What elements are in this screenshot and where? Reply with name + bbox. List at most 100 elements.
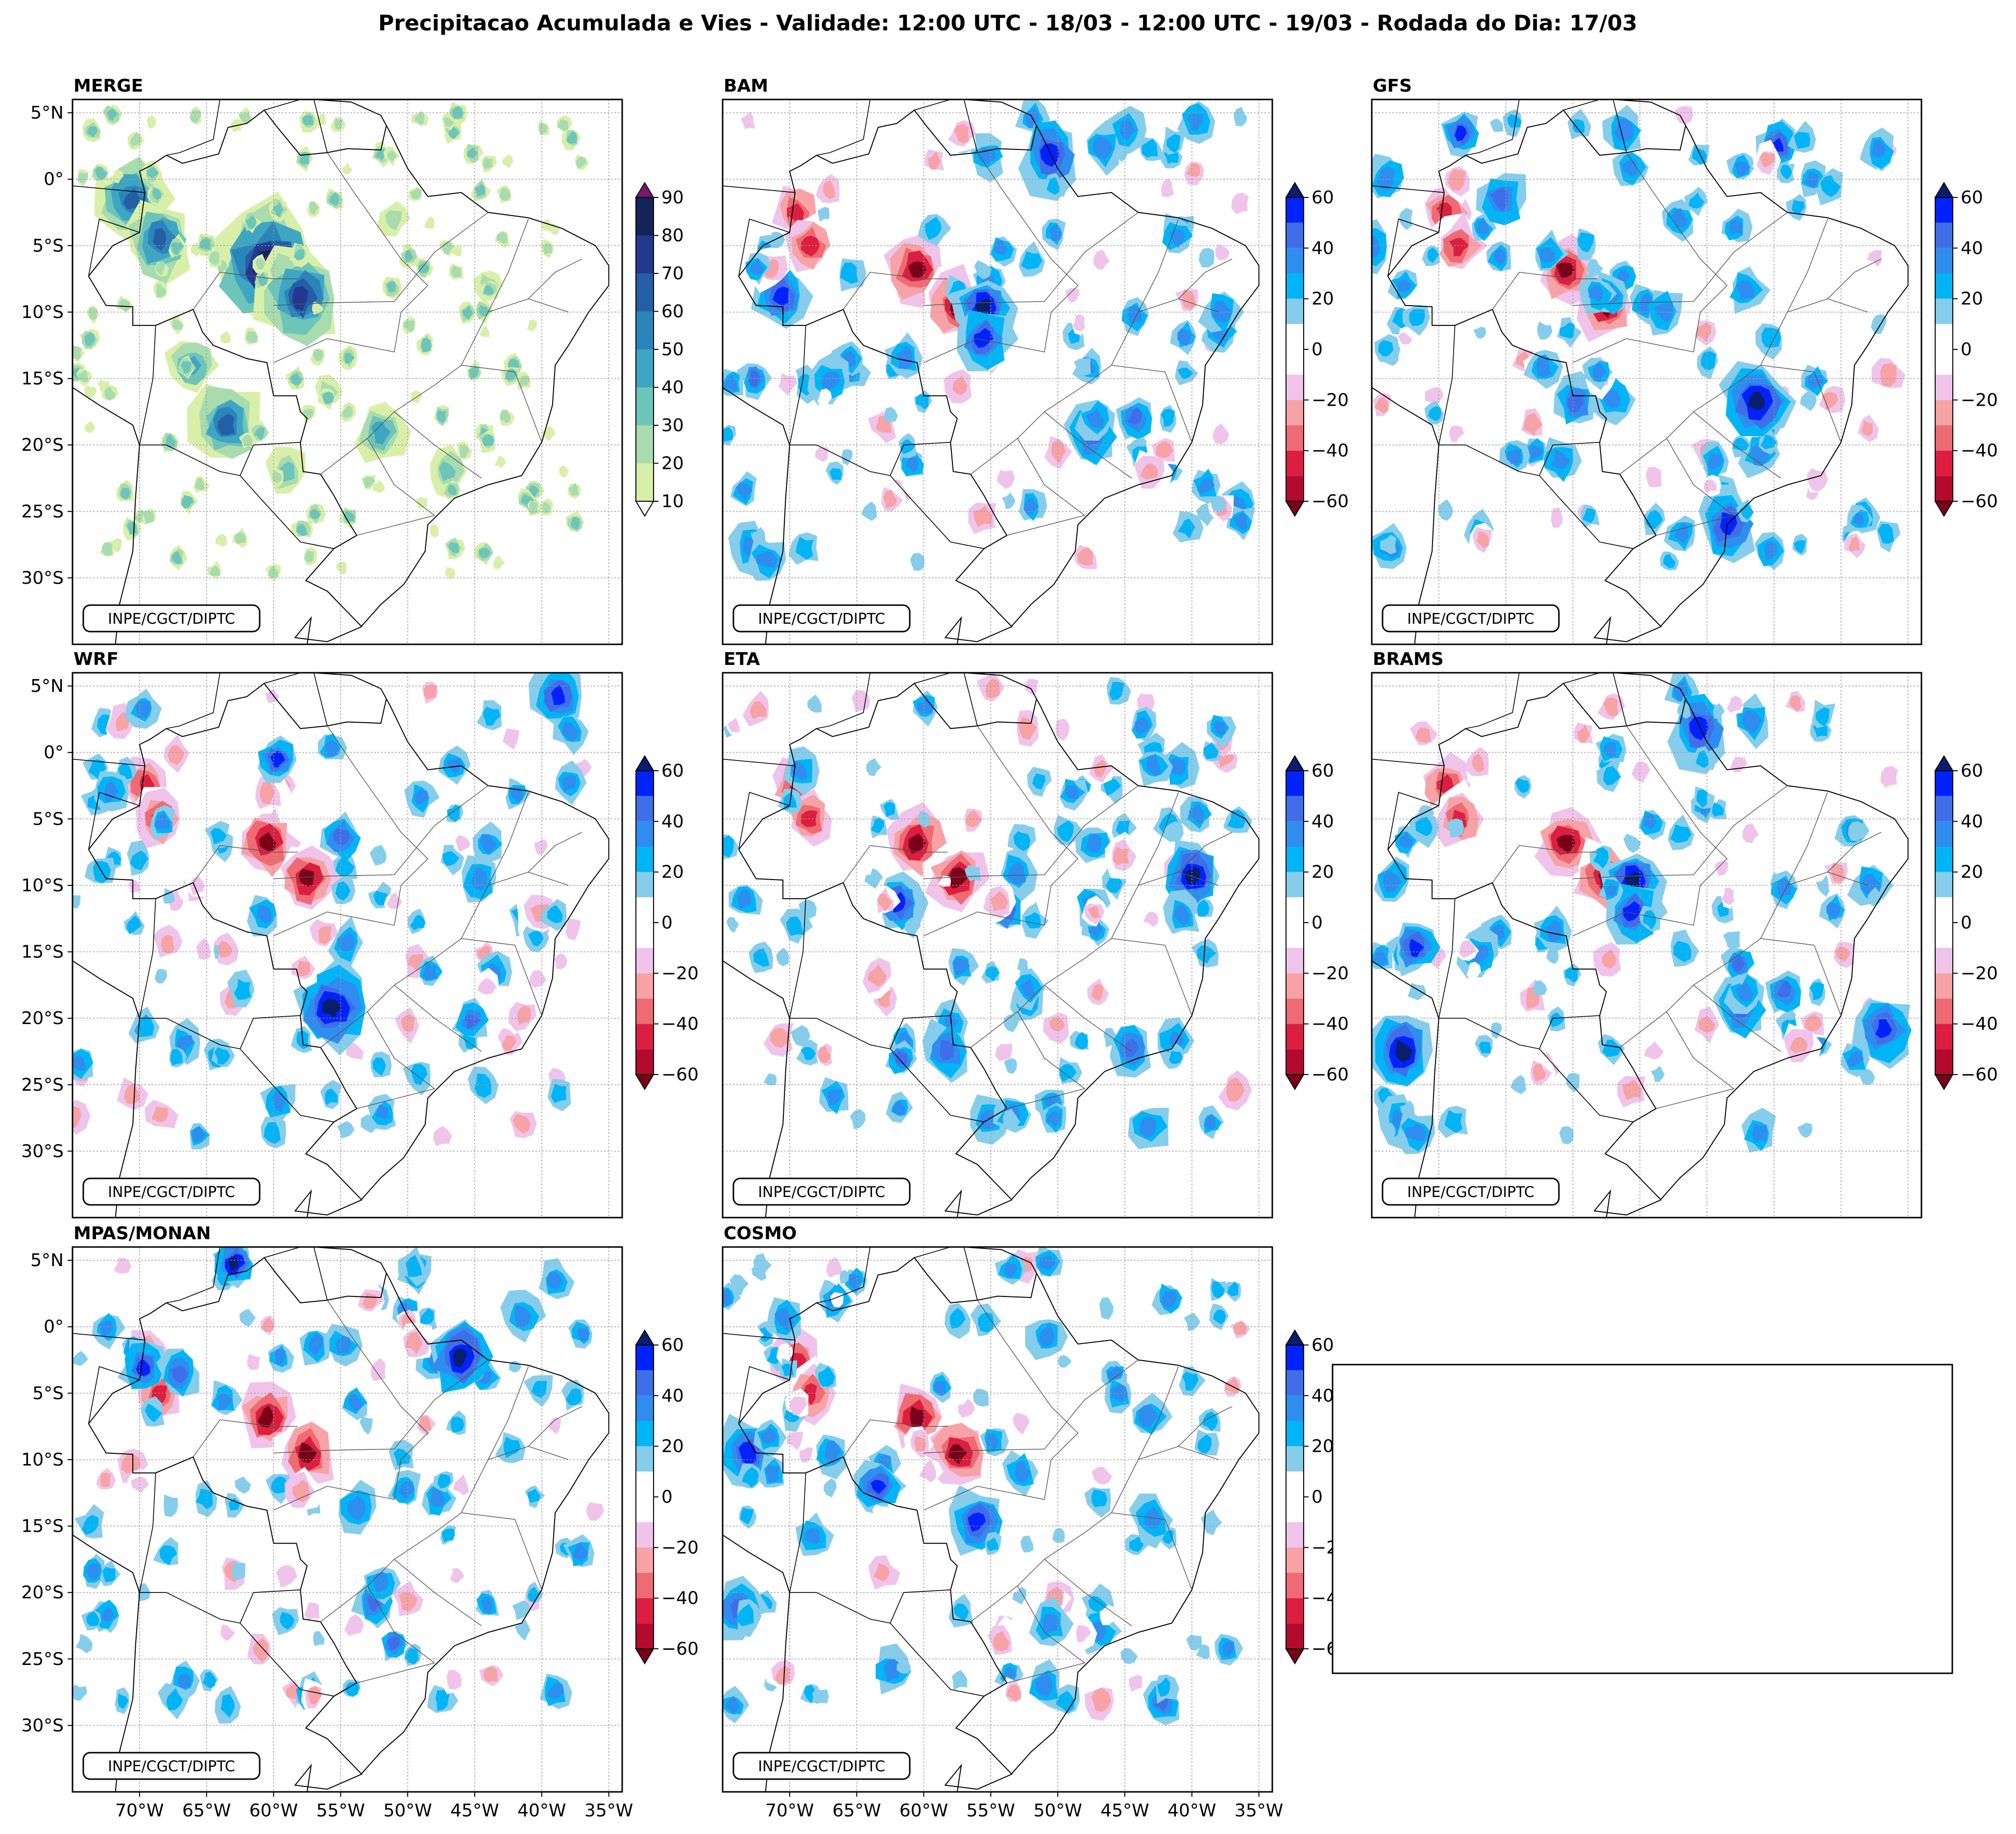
state-border [1111,1512,1192,1590]
field-contour [1577,724,1590,743]
field-contour [576,156,587,169]
state-border [461,365,542,442]
country-border [914,673,951,684]
field-contour [257,272,268,287]
field-contour [963,454,975,466]
field-contour [235,1476,251,1494]
field-contour [801,235,820,257]
panel-brams: BRAMS INPE/CGCT/DIPTC 60 40 20 0 −20 −40 −60 [1371,649,1998,1219]
field-contour [257,1405,273,1428]
field-contour [410,914,426,930]
lon-label: 50°W [1033,1801,1082,1821]
field-contour [818,1046,831,1063]
field-contour [757,1327,772,1342]
field-contour [1559,322,1575,339]
field-contour [724,375,738,392]
field-contour [1215,244,1230,261]
field-contour [483,285,494,295]
field-contour [111,538,122,552]
field-contour [786,916,804,936]
field-contour [134,1014,154,1037]
colorbar-label: 60 [1312,761,1334,781]
field-contour [114,1398,129,1415]
field-contour [534,839,548,855]
field-contour [1140,1117,1156,1137]
field-contour [398,1480,414,1499]
field-contour [1742,710,1762,733]
state-border [1573,726,1728,936]
state-border [1044,984,1132,1052]
colorbar-segment [1286,222,1304,248]
field-contour [986,1433,999,1450]
empty-panel [1332,1364,1953,1674]
field-contour [1523,413,1543,436]
lat-label: 20°S [21,1583,64,1603]
field-contour [1780,165,1793,180]
field-contour [318,926,332,944]
country-border [1372,185,1444,193]
field-contour [166,1688,183,1711]
field-contour [73,895,81,909]
country-border [914,1247,951,1258]
field-contour [453,1474,469,1495]
field-contour [842,449,853,465]
lat-label: 5°N [30,1250,64,1271]
field-contour [344,352,355,364]
credit-frame [1382,1177,1560,1206]
coastline [723,99,1260,644]
country-border [139,899,156,1019]
field-contour [369,845,387,866]
field-contour [294,249,305,261]
field-contour [934,1381,946,1396]
colorbar-segment [636,1497,654,1522]
colorbar-segment [636,273,654,312]
field-contour [1111,1384,1128,1402]
field-contour [1602,949,1617,969]
state-border [273,212,488,306]
field-contour [1168,1051,1183,1064]
country-border [738,219,790,276]
field-contour [829,468,842,480]
field-contour [1202,1411,1218,1432]
field-contour [1550,1012,1565,1027]
field-contour [1809,982,1824,1001]
field-contour [1789,1036,1808,1053]
colorbar-segment [1286,273,1304,299]
field-contour [1058,1355,1072,1368]
lat-label: 5°S [32,809,64,829]
field-contour [775,1307,793,1331]
field-contour [154,813,170,830]
field-contour [370,1358,386,1381]
field-contour [1696,323,1711,342]
field-contour [527,319,537,331]
colorbar-segment [1935,450,1953,476]
colorbar-segment [1286,197,1304,223]
field-contour [375,149,386,160]
coastline [1372,99,1909,644]
colorbar-segment [1286,1471,1304,1497]
field-contour [756,550,777,568]
colorbar-segment [1935,796,1953,822]
field-contour [99,1607,114,1622]
field-contour [419,1308,434,1325]
colorbar-label: 40 [661,811,684,831]
field-contour [1072,314,1085,332]
field-contour [1116,820,1130,834]
field-contour [823,1478,837,1497]
field-contour [1677,702,1691,719]
country-border [1387,219,1439,276]
state-border [273,1300,429,1511]
field-contour [1159,813,1179,833]
colorbar-bias: 60 40 20 0 −20 −40 −60 [635,1329,699,1664]
field-contour [1161,178,1174,197]
colorbar-label: −20 [661,963,699,983]
credit-text: INPE/CGCT/DIPTC [1407,611,1534,628]
field-contour [1007,861,1026,885]
field-contour [904,918,921,939]
country-border [264,673,301,684]
field-contour [1186,163,1200,177]
field-contour [84,385,97,398]
brazil-border-north [88,683,387,850]
state-border [528,1406,583,1447]
field-contour [861,501,877,521]
